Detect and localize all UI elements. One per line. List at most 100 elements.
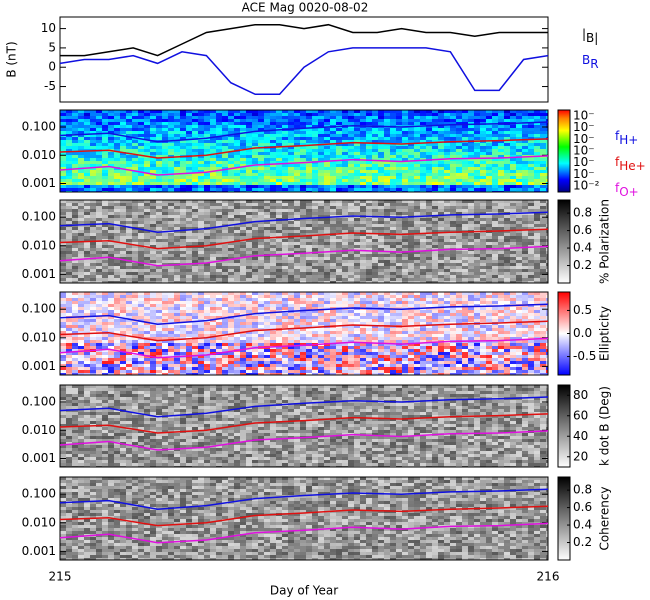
spectrogram-cell <box>84 295 90 298</box>
spectrogram-cell <box>516 161 522 164</box>
spectrogram-cell <box>348 137 354 140</box>
colorbar-tick-label: 0.2 <box>573 258 592 272</box>
spectrogram-cell <box>102 119 108 122</box>
spectrogram-cell <box>180 209 186 212</box>
spectrogram-cell <box>276 242 282 245</box>
spectrogram-cell <box>150 295 156 298</box>
spectrogram-cell <box>90 236 96 239</box>
spectrogram-cell <box>294 254 300 257</box>
spectrogram-cell <box>384 182 390 185</box>
spectrogram-cell <box>522 301 528 304</box>
spectrogram-cell <box>186 248 192 251</box>
spectrogram-cell <box>516 110 522 113</box>
spectrogram-cell <box>378 227 384 230</box>
spectrogram-cell <box>330 155 336 158</box>
spectrogram-cell <box>384 173 390 176</box>
y-tick-label: 0.100 <box>22 120 56 134</box>
spectrogram-cell <box>492 278 498 281</box>
spectrogram-cell <box>180 188 186 191</box>
spectrogram-cell <box>498 236 504 239</box>
spectrogram-cell <box>186 113 192 116</box>
spectrogram-cell <box>492 176 498 179</box>
spectrogram-cell <box>138 161 144 164</box>
spectrogram-cell <box>432 143 438 146</box>
spectrogram-cell <box>132 200 138 203</box>
spectrogram-cell <box>360 137 366 140</box>
spectrogram-cell <box>426 155 432 158</box>
spectrogram-cell <box>450 119 456 122</box>
spectrogram-cell <box>396 122 402 125</box>
spectrogram-cell <box>426 176 432 179</box>
spectrogram-cell <box>366 173 372 176</box>
spectrogram-cell <box>90 176 96 179</box>
spectrogram-cell <box>378 278 384 281</box>
spectrogram-cell <box>78 185 84 188</box>
spectrogram-cell <box>306 221 312 224</box>
spectrogram-cell <box>204 122 210 125</box>
spectrogram-cell <box>120 248 126 251</box>
spectrogram-cell <box>462 164 468 167</box>
spectrogram-cell <box>384 149 390 152</box>
spectrogram-cell <box>540 122 546 125</box>
spectrogram-cell <box>432 221 438 224</box>
spectrogram-cell <box>210 218 216 221</box>
spectrogram-cell <box>276 161 282 164</box>
spectrogram-cell <box>204 158 210 161</box>
spectrogram-cell <box>198 164 204 167</box>
spectrogram-cell <box>324 230 330 233</box>
spectrogram-cell <box>198 122 204 125</box>
spectrogram-cell <box>534 236 540 239</box>
spectrogram-cell <box>120 122 126 125</box>
spectrogram-cell <box>492 295 498 298</box>
spectrogram-cell <box>456 143 462 146</box>
spectrogram-cell <box>240 143 246 146</box>
spectrogram-cell <box>540 292 546 295</box>
spectrogram-cell <box>420 218 426 221</box>
spectrogram-cell <box>228 173 234 176</box>
spectrogram-cell <box>204 167 210 170</box>
spectrogram-cell <box>300 221 306 224</box>
spectrogram-cell <box>438 206 444 209</box>
spectrogram-cell <box>534 239 540 242</box>
spectrogram-cell <box>456 182 462 185</box>
spectrogram-cell <box>402 182 408 185</box>
spectrogram-cell <box>288 134 294 137</box>
spectrogram-cell <box>84 158 90 161</box>
spectrogram-cell <box>144 266 150 269</box>
spectrogram-cell <box>156 209 162 212</box>
spectrogram-cell <box>372 263 378 266</box>
spectrogram-cell <box>456 292 462 295</box>
spectrogram-cell <box>312 176 318 179</box>
spectrogram-cell <box>498 113 504 116</box>
spectrogram-cell <box>348 128 354 131</box>
spectrogram-cell <box>318 236 324 239</box>
spectrogram-cell <box>96 137 102 140</box>
spectrogram-cell <box>162 167 168 170</box>
spectrogram-cell <box>450 254 456 257</box>
spectrogram-cell <box>168 125 174 128</box>
spectrogram-cell <box>198 301 204 304</box>
spectrogram-cell <box>324 146 330 149</box>
spectrogram-cell <box>486 158 492 161</box>
spectrogram-cell <box>222 233 228 236</box>
spectrogram-cell <box>510 176 516 179</box>
spectrogram-cell <box>498 179 504 182</box>
spectrogram-cell <box>246 152 252 155</box>
spectrogram-cell <box>210 301 216 304</box>
spectrogram-cell <box>342 278 348 281</box>
spectrogram-cell <box>360 275 366 278</box>
spectrogram-cell <box>144 269 150 272</box>
spectrogram-cell <box>324 248 330 251</box>
spectrogram-cell <box>150 260 156 263</box>
spectrogram-cell <box>534 251 540 254</box>
spectrogram-cell <box>222 269 228 272</box>
spectrogram-cell <box>180 224 186 227</box>
spectrogram-cell <box>180 146 186 149</box>
spectrogram-cell <box>294 275 300 278</box>
spectrogram-cell <box>78 236 84 239</box>
spectrogram-cell <box>210 134 216 137</box>
spectrogram-cell <box>324 158 330 161</box>
spectrogram-cell <box>522 176 528 179</box>
spectrogram-cell <box>540 263 546 266</box>
spectrogram-cell <box>312 218 318 221</box>
